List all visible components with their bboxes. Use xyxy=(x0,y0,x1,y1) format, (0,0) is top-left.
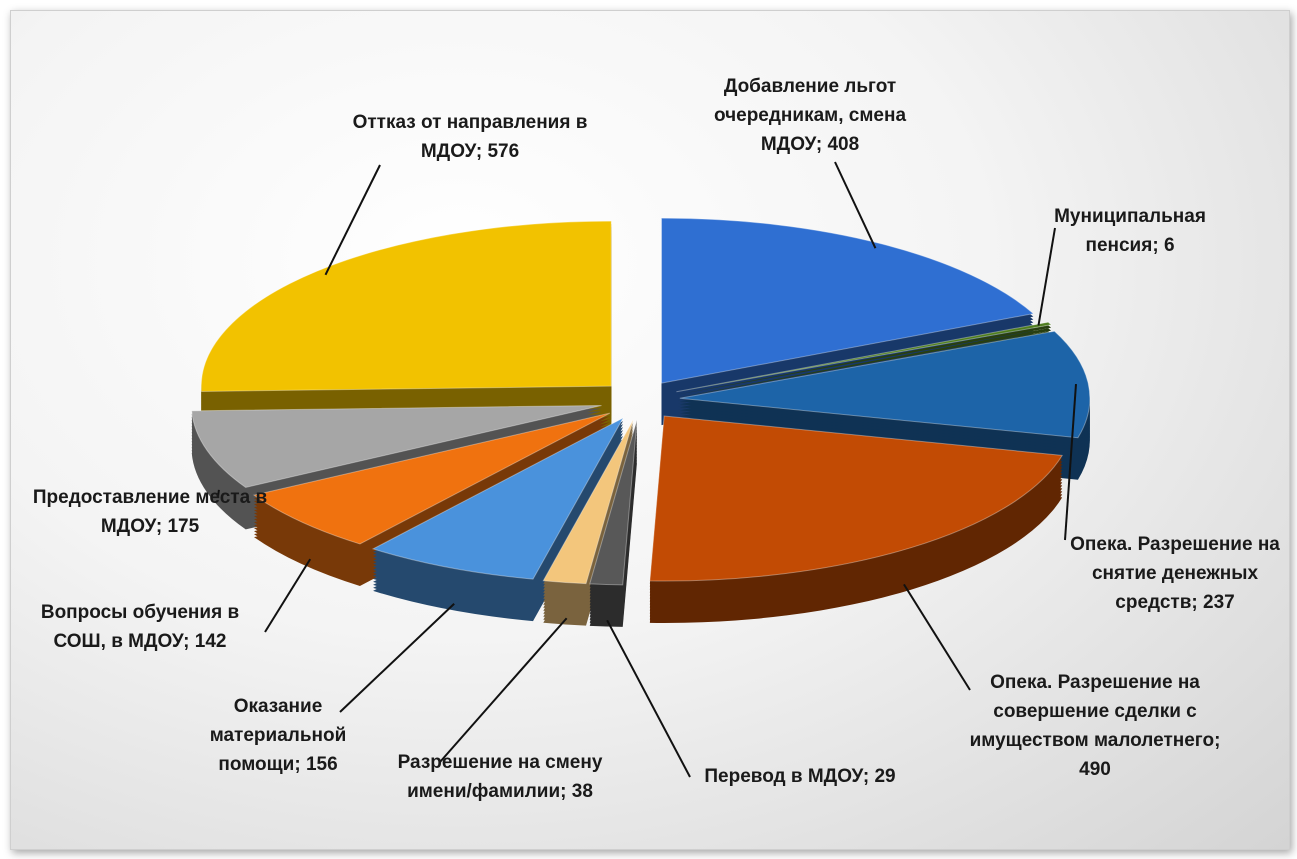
label-part: 576 xyxy=(487,141,520,162)
leader-line xyxy=(903,583,971,691)
label-part: Опека. Разрешение на снятие денежных сре… xyxy=(1070,534,1280,613)
label-part: 490 xyxy=(1079,759,1111,780)
slice xyxy=(371,416,625,580)
slice xyxy=(191,404,602,488)
slice xyxy=(676,321,1053,393)
label-part: ; xyxy=(475,141,488,162)
slice-side xyxy=(676,328,1052,398)
slice xyxy=(661,217,1035,384)
slice xyxy=(542,419,634,585)
slice xyxy=(252,412,611,545)
data-label: Предоставление места в МДОУ; 175 xyxy=(15,483,285,541)
label-part: Муниципальная пенсия xyxy=(1054,206,1206,256)
label-part: ; xyxy=(862,766,875,787)
label-part: Перевод в МДОУ xyxy=(704,766,863,787)
data-label: Оттказ от направления в МДОУ; 576 xyxy=(325,108,615,166)
label-part: 6 xyxy=(1163,235,1175,256)
data-label: Добавление льгот очередникам, смена МДОУ… xyxy=(695,72,925,159)
label-part: ; xyxy=(155,516,168,537)
label-part: 408 xyxy=(827,134,860,155)
label-part: ; xyxy=(815,134,828,155)
label-part: Опека. Разрешение на совершение сделки с… xyxy=(969,672,1215,751)
label-part: 142 xyxy=(194,631,227,652)
label-part: Оттказ от направления в МДОУ xyxy=(352,112,588,162)
leader-line xyxy=(606,619,691,778)
label-part: Предоставление места в МДОУ xyxy=(32,487,268,537)
label-part: ; xyxy=(1214,730,1221,751)
slice xyxy=(679,330,1091,439)
data-label: Разрешение на смену имени/фамилии; 38 xyxy=(370,748,630,806)
label-part: Добавление льгот очередникам, смена МДОУ xyxy=(713,76,907,155)
label-part: ; xyxy=(183,631,195,652)
leader-line xyxy=(834,161,877,249)
slice-side xyxy=(676,325,1052,395)
leader-line xyxy=(324,164,381,276)
data-label: Вопросы обучения в СОШ, в МДОУ; 142 xyxy=(15,598,265,656)
label-part: Вопросы обучения в СОШ, в МДОУ xyxy=(40,602,240,652)
label-part: 38 xyxy=(571,781,593,802)
label-part: ; xyxy=(294,754,306,775)
leader-line xyxy=(439,617,568,763)
data-label: Оказание материальной помощи; 156 xyxy=(203,692,353,779)
label-part: 175 xyxy=(167,516,200,537)
data-label: Опека. Разрешение на совершение сделки с… xyxy=(960,668,1230,784)
slice xyxy=(200,220,612,392)
label-part: ; xyxy=(1191,592,1203,613)
leader-line xyxy=(339,603,455,713)
slice xyxy=(589,419,638,586)
label-part: Разрешение на смену имени/фамилии xyxy=(397,752,603,802)
data-label: Опека. Разрешение на снятие денежных сре… xyxy=(1050,530,1297,617)
label-part: ; xyxy=(560,781,572,802)
leader-line xyxy=(1064,384,1077,541)
leader-line xyxy=(264,558,312,633)
data-label: Муниципальная пенсия; 6 xyxy=(1035,202,1225,260)
leader-line xyxy=(1037,227,1056,326)
slice xyxy=(649,415,1064,582)
leader-line xyxy=(217,489,220,498)
label-part: Оказание материальной помощи xyxy=(209,696,347,775)
label-part: 29 xyxy=(874,766,896,787)
label-part: ; xyxy=(1152,235,1164,256)
data-label: Перевод в МДОУ; 29 xyxy=(680,762,920,791)
label-part: 156 xyxy=(305,754,338,775)
label-part: 237 xyxy=(1203,592,1235,613)
